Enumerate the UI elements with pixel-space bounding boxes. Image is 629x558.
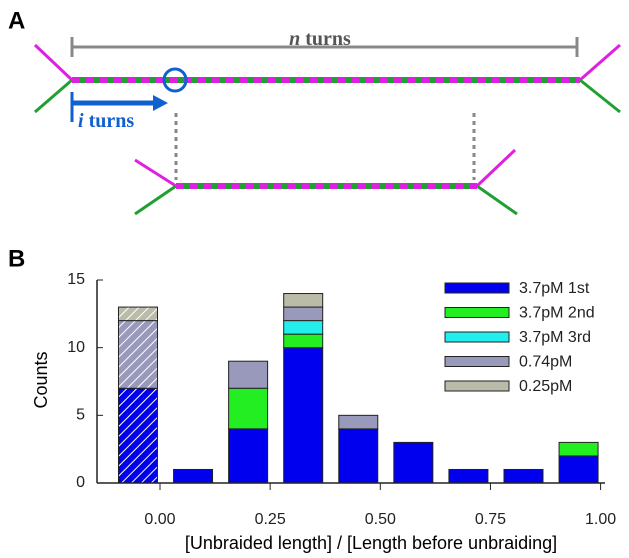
strand: [475, 148, 517, 188]
bar: [338, 428, 379, 484]
legend-label: 3.7pM 2nd: [519, 305, 595, 322]
bar: [283, 333, 324, 349]
legend-label: 0.25pM: [519, 378, 572, 395]
bar: [228, 387, 269, 430]
bar: [117, 387, 158, 484]
bar: [283, 293, 324, 308]
word: turns: [305, 28, 351, 50]
bar: [283, 320, 324, 335]
panel-a: A n turns i turns: [8, 7, 621, 216]
bar: [117, 306, 158, 322]
i-turns: i turns: [78, 110, 134, 132]
legend-swatch: [444, 380, 510, 392]
marker: [162, 67, 188, 93]
bar: [558, 455, 599, 484]
y-tick-label: 10: [67, 339, 85, 356]
strand: [34, 78, 73, 114]
strand: [476, 184, 518, 216]
x-tick-label: 1.00: [585, 511, 616, 528]
y-tick-label: 5: [76, 407, 85, 424]
y-axis-label: Counts: [31, 351, 51, 408]
legend-label: 3.7pM 1st: [519, 280, 590, 297]
strand: [134, 158, 177, 188]
x-tick-label: 0.50: [365, 511, 396, 528]
bar: [503, 468, 544, 484]
y-tick-label: 15: [67, 271, 85, 288]
bar: [338, 414, 379, 430]
x-tick-label: 0.25: [255, 511, 286, 528]
bar: [283, 347, 324, 484]
bar: [448, 468, 489, 484]
x-tick-label: 0.00: [144, 511, 175, 528]
x-tick-label: 0.75: [475, 511, 506, 528]
strand: [579, 43, 621, 82]
bar: [228, 428, 269, 484]
arrow-head: [153, 95, 168, 111]
bar: [173, 468, 214, 484]
legend-swatch: [444, 307, 510, 318]
y-tick-label: 0: [76, 474, 85, 491]
n-turns: n turns: [289, 28, 351, 50]
x-axis-label: [Unbraided length] / [Length before unbr…: [185, 533, 557, 553]
legend-swatch: [444, 356, 510, 367]
word: turns: [89, 110, 135, 132]
bar: [283, 306, 324, 322]
legend-label: 3.7pM 3rd: [519, 329, 591, 346]
panel-label: B: [8, 245, 25, 272]
panel-label: A: [8, 7, 25, 34]
bar: [393, 441, 434, 484]
var: n: [289, 28, 300, 50]
bar: [228, 360, 269, 389]
strand: [33, 43, 74, 82]
strand: [134, 184, 177, 216]
legend-swatch: [444, 331, 510, 343]
bar: [117, 320, 158, 389]
legend-swatch: [444, 282, 510, 294]
strand: [579, 78, 621, 114]
legend-label: 0.74pM: [519, 354, 572, 371]
bar: [558, 441, 599, 457]
var: i: [78, 110, 84, 132]
